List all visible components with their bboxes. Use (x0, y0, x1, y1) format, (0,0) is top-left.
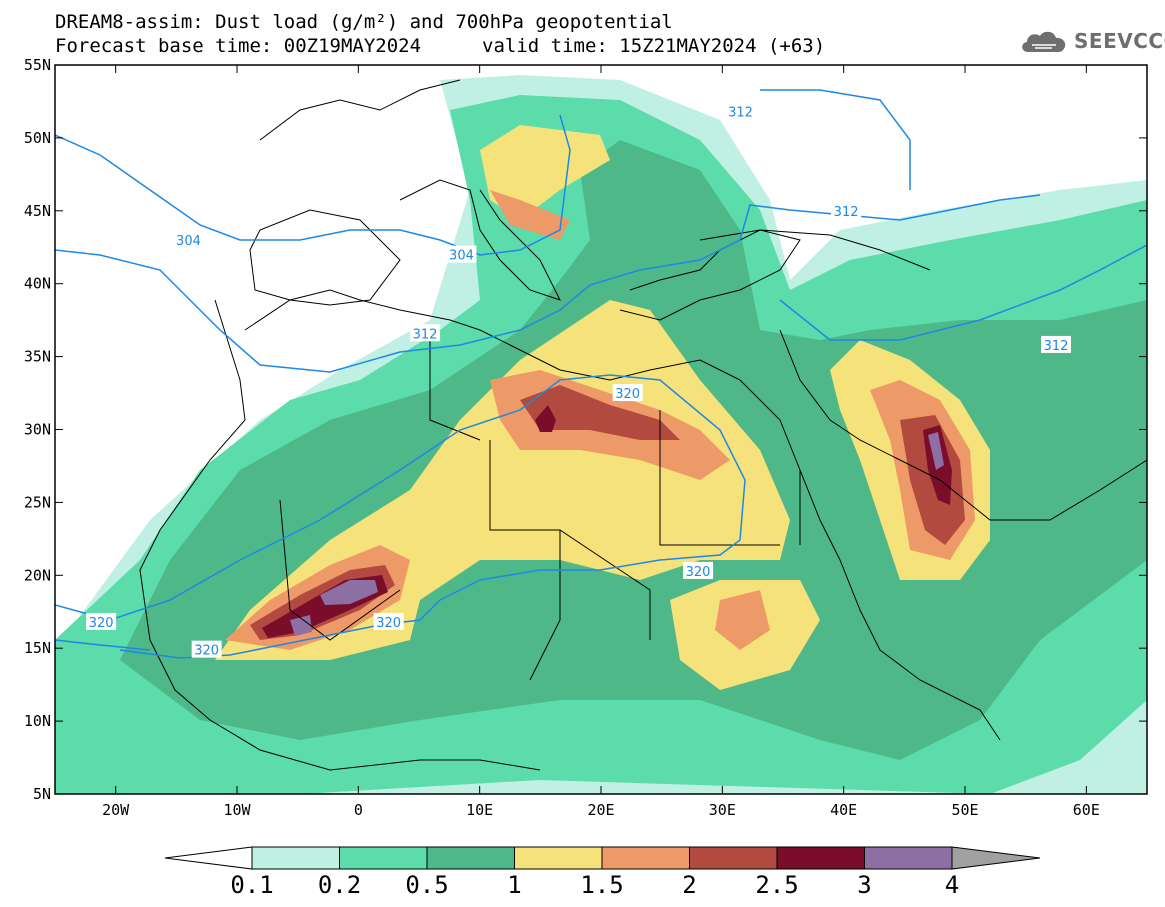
lon-label: 40E (830, 801, 857, 819)
colorbar-swatch (776, 846, 865, 870)
geopotential-contours (55, 89, 1147, 659)
contour-label: 304 (173, 230, 204, 249)
colorbar-label: 0.5 (405, 871, 448, 899)
coastlines-borders (139, 79, 1147, 771)
svg-text:312: 312 (728, 106, 753, 121)
lat-label: 10N (24, 712, 51, 730)
lat-label: 20N (24, 566, 51, 584)
svg-text:320: 320 (89, 616, 114, 631)
lat-label: 15N (24, 639, 51, 657)
contour-label: 320 (86, 612, 117, 631)
svg-text:312: 312 (413, 327, 438, 342)
colorbar: 0.1 0.2 0.5 1 1.5 2 2.5 3 4 (164, 846, 1041, 899)
colorbar-swatch (864, 846, 953, 870)
lon-label: 10E (466, 801, 493, 819)
lat-label: 25N (24, 493, 51, 511)
colorbar-label: 4 (945, 871, 959, 899)
colorbar-low-arrow (164, 846, 253, 870)
lon-label: 0 (354, 801, 363, 819)
lat-label: 30N (24, 421, 51, 439)
colorbar-label: 0.1 (230, 871, 273, 899)
lat-label: 55N (24, 56, 51, 74)
contour-label: 312 (410, 324, 441, 342)
contour-label: 320 (191, 640, 222, 659)
colorbar-swatch (339, 846, 428, 870)
lon-label: 10W (223, 801, 251, 819)
forecast-base-time: Forecast base time: 00Z19MAY2024 (55, 35, 422, 57)
lon-label: 50E (951, 801, 978, 819)
colorbar-high-arrow (951, 846, 1041, 870)
svg-text:304: 304 (176, 234, 201, 249)
svg-text:320: 320 (686, 565, 711, 580)
map-title: DREAM8-assim: Dust load (g/m²) and 700hP… (55, 11, 673, 33)
lat-label: 40N (24, 275, 51, 293)
colorbar-label: 1.5 (580, 871, 623, 899)
colorbar-label: 0.2 (318, 871, 361, 899)
contour-label: 312 (831, 201, 862, 220)
contour-label: 320 (612, 384, 643, 402)
lon-label: 20W (102, 801, 130, 819)
contour-label: 320 (683, 561, 714, 580)
colorbar-swatch (601, 846, 690, 870)
svg-text:312: 312 (1044, 339, 1069, 354)
colorbar-swatch (514, 846, 603, 870)
svg-text:304: 304 (449, 249, 474, 264)
lat-label: 45N (24, 202, 51, 220)
colorbar-label: 2.5 (755, 871, 798, 899)
colorbar-swatch (426, 846, 515, 870)
lat-label: 5N (33, 785, 51, 803)
colorbar-label: 1 (507, 871, 521, 899)
contour-label: 312 (725, 102, 756, 121)
lon-label: 20E (587, 801, 614, 819)
lon-label: 30E (709, 801, 736, 819)
cloud-icon (1022, 31, 1066, 52)
colorbar-label: 2 (682, 871, 696, 899)
colorbar-label: 3 (857, 871, 871, 899)
logo-text: SEEVCCC (1074, 29, 1165, 53)
lon-label: 60E (1073, 801, 1100, 819)
valid-time: valid time: 15Z21MAY2024 (+63) (482, 35, 826, 57)
dust-load-field (55, 75, 1147, 794)
colorbar-swatch (689, 846, 778, 870)
contour-label: 304 (446, 245, 477, 264)
svg-text:320: 320 (376, 616, 401, 631)
lat-label: 35N (24, 348, 51, 366)
svg-text:312: 312 (834, 205, 859, 220)
svg-text:320: 320 (194, 644, 219, 659)
lat-label: 50N (24, 129, 51, 147)
seevccc-logo: SEEVCCC (1018, 24, 1165, 58)
svg-text:320: 320 (615, 387, 640, 402)
contour-label: 312 (1041, 335, 1071, 354)
contour-label: 320 (373, 612, 404, 631)
colorbar-swatch (251, 846, 340, 870)
